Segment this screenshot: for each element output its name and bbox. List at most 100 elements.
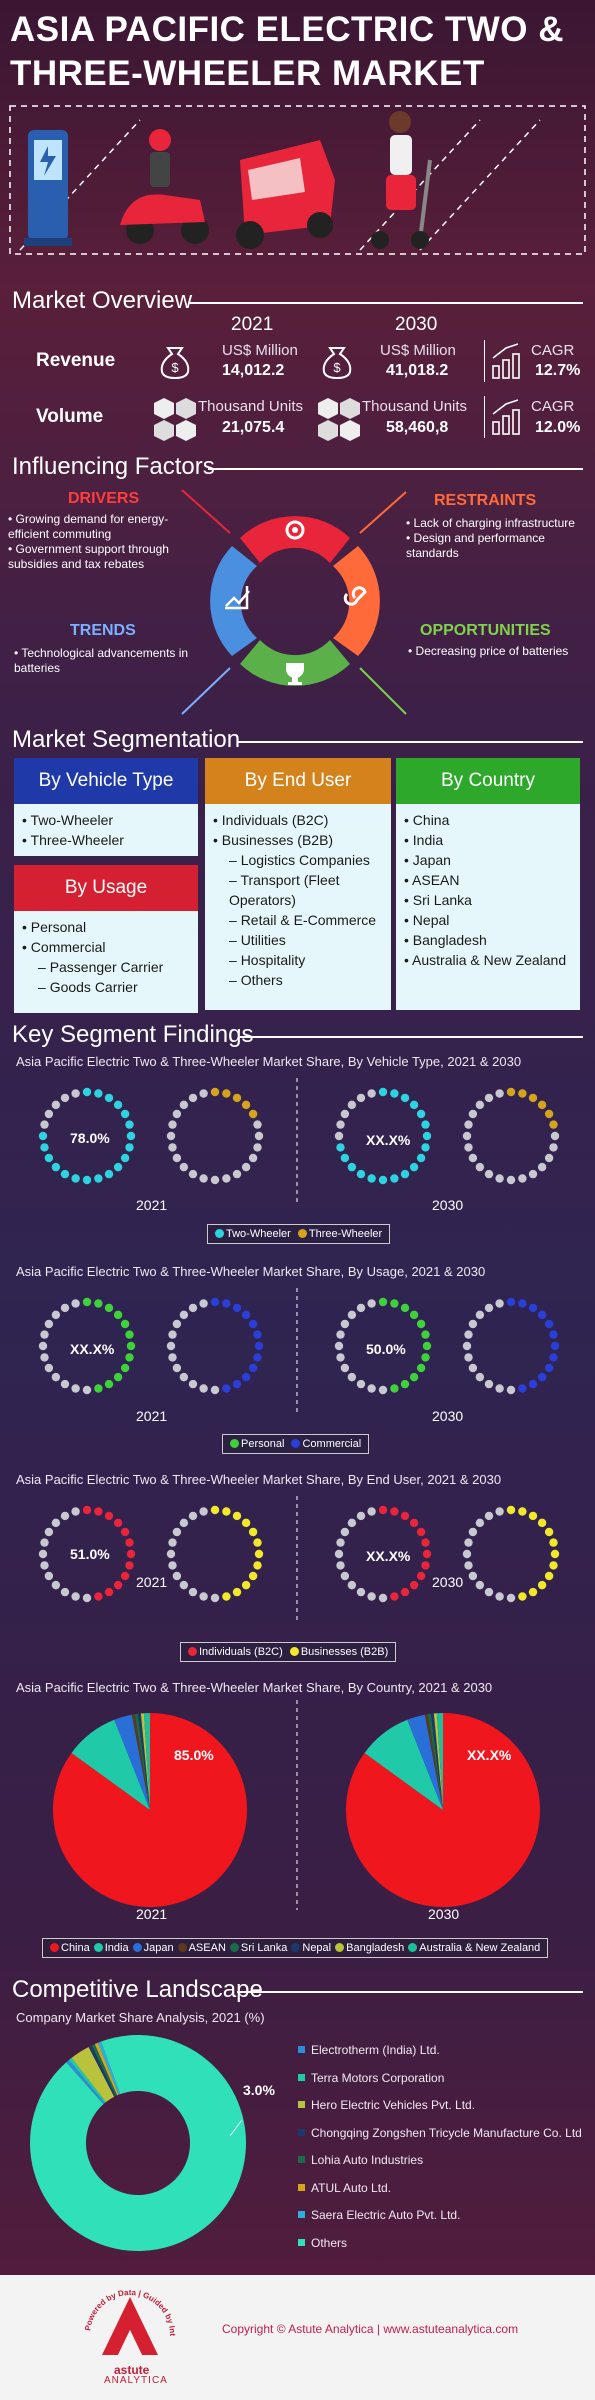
chart-dot (378, 1175, 388, 1185)
chart-dot (241, 1372, 251, 1382)
list-item: Goods Carrier (22, 977, 190, 997)
chart-dot (347, 1100, 357, 1110)
chart-dot (44, 1363, 54, 1373)
chart-dot (248, 1109, 258, 1119)
chart-dot (179, 1580, 189, 1590)
chart-dot (336, 1330, 345, 1339)
chart-dot (241, 1162, 251, 1172)
legend-label: Japan (143, 1942, 174, 1954)
chart-dot (113, 1310, 123, 1320)
volume-cagr-label: CAGR (531, 398, 575, 415)
chart-dot (347, 1518, 357, 1528)
chart-dot (475, 1162, 485, 1172)
legend-swatch (298, 2128, 305, 2136)
chart-dot (232, 1169, 242, 1179)
revenue-label: Revenue (36, 350, 116, 371)
chart-dot (44, 1319, 54, 1329)
chart-dot (409, 1372, 419, 1382)
usage-2030-label: 50.0% (366, 1341, 406, 1357)
legend-swatch (297, 1229, 307, 1238)
chart-dot (232, 1093, 242, 1103)
chart-dot (528, 1093, 538, 1103)
chart-dot (528, 1379, 538, 1389)
chart-dot (120, 1571, 130, 1581)
dot-ring-2021-individuals (38, 1505, 136, 1603)
chart-dot (210, 1175, 220, 1185)
chart-dot (550, 1549, 560, 1559)
pie-slice (140, 1713, 150, 1810)
chart-dot (334, 1341, 344, 1351)
chart-dot (549, 1538, 558, 1547)
chart-dot (71, 1089, 80, 1098)
list-item: Hospitality (213, 950, 383, 970)
chart-dot (549, 1353, 558, 1362)
list-item: • Design and performance standards (406, 531, 545, 560)
chart-dot (468, 1571, 478, 1581)
chart-dot (248, 1153, 258, 1163)
chart-dot (334, 1131, 344, 1141)
chart-dot (367, 1089, 376, 1098)
pie-slice (66, 2060, 105, 2105)
pie-slice (68, 2057, 106, 2104)
opportunities-title: OPPORTUNITIES (420, 622, 551, 639)
chart-dot (253, 1353, 262, 1362)
chart-dot (126, 1549, 136, 1559)
chart-dot (222, 1592, 231, 1601)
pie-slice (407, 1714, 443, 1810)
chart-dot (464, 1353, 473, 1362)
divider (240, 1036, 583, 1038)
chart-dot (253, 1120, 262, 1129)
chart-dot (549, 1120, 558, 1129)
usage-legend: Personal Commercial (222, 1434, 370, 1454)
company-callout: 3.0% (243, 2082, 275, 2098)
trends-segment (210, 546, 257, 656)
chart-dot (356, 1169, 366, 1179)
drivers-list: • Growing demand for energy-efficient co… (8, 512, 183, 572)
chart-dot (125, 1143, 134, 1152)
chart-dot (518, 1384, 527, 1393)
chart-dot (468, 1363, 478, 1373)
chart-dot (82, 1385, 92, 1395)
chart-dot (241, 1518, 251, 1528)
chart-dot (166, 1549, 176, 1559)
chart-dot (528, 1587, 538, 1597)
chart-dot (168, 1143, 177, 1152)
chart-dot (340, 1109, 350, 1119)
list-item: Businesses (B2B) (213, 830, 383, 850)
chart-dot (60, 1169, 70, 1179)
legend-label: Australia & New Zealand (419, 1942, 541, 1954)
country-2030-label: XX.X% (467, 1747, 512, 1763)
pie-slice (427, 1713, 443, 1810)
chart-dot (340, 1571, 350, 1581)
chart-dot (537, 1372, 547, 1382)
chart-dot (94, 1592, 103, 1601)
segment-usage: By Usage Personal Commercial Passenger C… (14, 865, 198, 1013)
chart-dot (51, 1372, 61, 1382)
svg-text:$: $ (171, 360, 179, 375)
chart-dot (40, 1538, 49, 1547)
company-legend-item: Terra Motors Corporation (298, 2071, 444, 2085)
chart-dot (356, 1379, 366, 1389)
dot-ring-2021-personal (38, 1297, 136, 1395)
chart-dot (188, 1587, 198, 1597)
chart-dot (528, 1511, 538, 1521)
chart-dot (44, 1571, 54, 1581)
chart-dot (464, 1538, 473, 1547)
chart-dot (254, 1131, 264, 1141)
chart-dot (378, 1297, 388, 1307)
chart-dot (421, 1353, 430, 1362)
title-line-1: ASIA PACIFIC ELECTRIC TWO & (10, 10, 565, 49)
boxes-icon (154, 398, 196, 441)
chart-dot (199, 1089, 208, 1098)
chart-dot (120, 1527, 130, 1537)
chart-dot (40, 1330, 49, 1339)
dot-ring-2030-two-wheeler (334, 1087, 432, 1185)
volume-unit-2021: Thousand Units (198, 398, 304, 415)
company-donut-chart (30, 2035, 246, 2251)
chart-dot (356, 1587, 366, 1597)
revenue-cagr-value: 12.7% (535, 362, 581, 379)
legend-swatch (230, 1439, 239, 1448)
list-item: • Government support through subsidies a… (8, 542, 169, 571)
pie-slice (53, 1713, 248, 1907)
chart-dot (126, 1341, 136, 1351)
